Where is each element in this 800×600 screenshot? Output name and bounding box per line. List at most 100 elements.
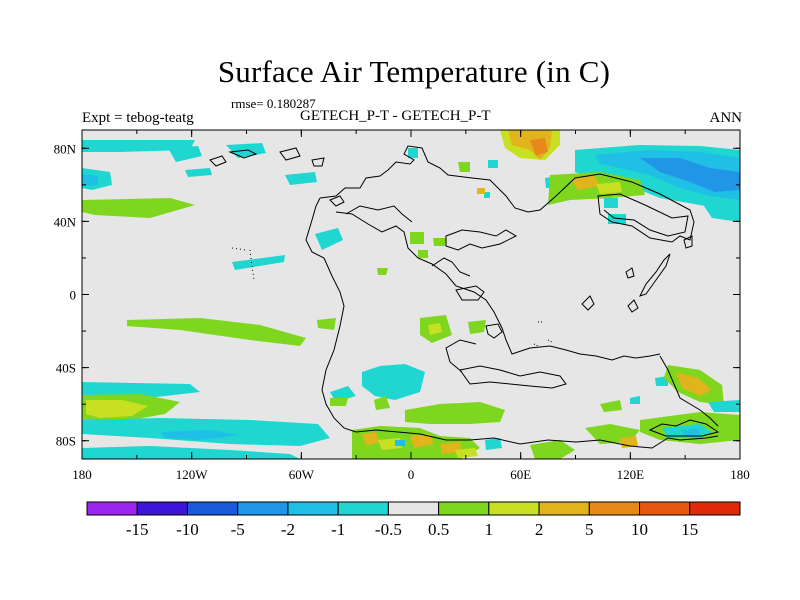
map-title: Surface Air Temperature (in C) (217, 54, 611, 89)
coastline (533, 321, 553, 347)
anomaly-region (433, 238, 446, 246)
anomaly-region (160, 430, 240, 440)
anomaly-region (86, 400, 148, 418)
coastline (305, 197, 357, 433)
anomaly-region (596, 182, 622, 194)
coastline (228, 149, 258, 159)
colorbar-label: -15 (126, 520, 149, 539)
anomaly-region (530, 440, 575, 459)
colorbar-swatch (538, 501, 590, 516)
anomaly-region (485, 438, 502, 450)
map-plot-area (82, 130, 740, 459)
anomaly-region (127, 318, 306, 346)
coastline (319, 145, 695, 243)
anomaly-region (640, 158, 740, 192)
coastline (279, 147, 301, 161)
coastline (335, 211, 661, 361)
coastline (355, 429, 719, 449)
anomaly-region (530, 138, 548, 156)
anomaly-region (570, 176, 600, 190)
anomaly-region (168, 146, 202, 162)
coastline (345, 205, 413, 223)
colorbar-label: 2 (535, 520, 544, 539)
coastline (627, 299, 639, 313)
anomaly-region (458, 162, 470, 172)
colorbar-swatch (488, 501, 540, 516)
coastline (249, 249, 255, 281)
coastline (445, 339, 477, 373)
anomaly-region (408, 148, 418, 158)
colorbar-label: -10 (176, 520, 199, 539)
coastline (659, 355, 719, 427)
anomaly-region (680, 428, 700, 436)
coastline (311, 157, 325, 167)
anomaly-region (185, 168, 212, 177)
anomaly-region (477, 188, 485, 194)
experiment-subtitle: GETECH_P-T - GETECH_P-T (300, 108, 491, 124)
lon-tick-label: 60E (510, 467, 531, 482)
anomaly-region (315, 228, 343, 250)
anomaly-region (405, 402, 505, 424)
anomaly-region (330, 398, 348, 406)
coastline (683, 235, 693, 249)
expt-label: Expt = tebog-teatg (82, 110, 194, 126)
anomaly-region (377, 268, 388, 275)
anomaly-region (410, 434, 434, 448)
coastlines (209, 145, 720, 449)
coastline (459, 365, 567, 389)
colorbar-swatch (387, 501, 440, 516)
anomaly-region (455, 448, 478, 458)
anomaly-region (82, 174, 98, 186)
lon-tick-label: 180 (730, 467, 750, 482)
season-label: ANN (709, 110, 743, 126)
colorbar: -15 -10 -5 -2 -1 -0.5 0.5 1 2 5 10 15 (86, 501, 741, 539)
lon-tick-label: 0 (408, 467, 415, 482)
coastline (455, 285, 485, 301)
colorbar-label: 1 (485, 520, 494, 539)
lon-tick-label: 120E (617, 467, 645, 482)
lat-tick-label: 40N (54, 214, 77, 229)
colorbar-swatch (438, 501, 490, 516)
anomaly-region (676, 372, 712, 396)
lat-tick-label: 80N (54, 141, 77, 156)
coastline (209, 155, 227, 167)
colorbar-swatch (287, 501, 339, 516)
lat-tick-label: 80S (56, 434, 76, 449)
colorbar-label: 5 (585, 520, 594, 539)
coastline (625, 267, 635, 279)
lon-tick-label: 60W (289, 467, 315, 482)
colorbar-swatch (186, 501, 239, 516)
colorbar-swatch (588, 501, 641, 516)
colorbar-swatch (639, 501, 691, 516)
colorbar-label: 10 (631, 520, 648, 539)
anomaly-region (708, 400, 740, 412)
anomaly-region (362, 364, 425, 400)
anomaly-region (374, 396, 390, 410)
anomaly-region (428, 323, 442, 335)
colorbar-swatch (86, 501, 138, 516)
anomaly-region (488, 160, 498, 168)
anomaly-region (410, 232, 424, 244)
anomaly-region (82, 140, 195, 152)
anomaly-region (600, 400, 622, 412)
colorbar-swatch (337, 501, 389, 516)
coastline (639, 253, 671, 297)
anomaly-region (395, 440, 405, 446)
anomaly-region (630, 396, 640, 404)
coastline (445, 229, 518, 251)
colorbar-swatch (237, 501, 289, 516)
lon-tick-label: 180 (72, 467, 92, 482)
colorbar-label: -0.5 (375, 520, 402, 539)
lat-tick-label: 40S (56, 361, 76, 376)
anomaly-region (82, 198, 195, 218)
coastline (648, 419, 720, 437)
anomaly-region (468, 320, 486, 334)
colorbar-swatch (689, 501, 741, 516)
rmse-label: rmse= 0.180287 (231, 96, 316, 111)
anomaly-region (317, 318, 336, 330)
coastline (581, 295, 595, 311)
anomaly-region (604, 198, 618, 208)
anomaly-region (484, 192, 490, 198)
lat-tick-label: 0 (70, 288, 77, 303)
